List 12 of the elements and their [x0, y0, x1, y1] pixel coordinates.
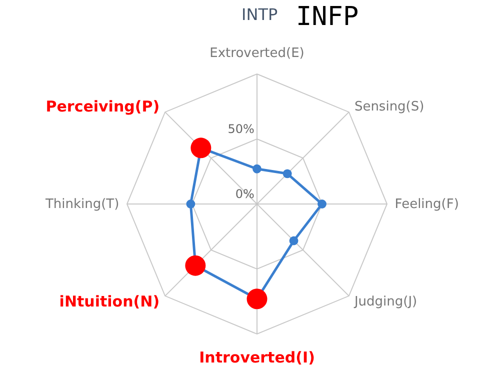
- spoke-label: Thinking(T): [44, 197, 120, 212]
- spoke-label: Introverted(I): [199, 348, 315, 366]
- chart-title: INTP: [242, 5, 278, 24]
- y-tick-label: 50%: [228, 122, 254, 136]
- chart-subtitle: INFP: [296, 2, 359, 32]
- spoke-label: Sensing(S): [354, 100, 424, 115]
- spoke-label: Feeling(F): [394, 197, 459, 212]
- spoke-label: Judging(J): [353, 294, 418, 310]
- spoke-label: Extroverted(E): [210, 46, 304, 62]
- spoke-label: Perceiving(P): [46, 98, 160, 116]
- y-tick-label: 0%: [235, 187, 254, 201]
- spoke-label: iNtuition(N): [59, 292, 160, 310]
